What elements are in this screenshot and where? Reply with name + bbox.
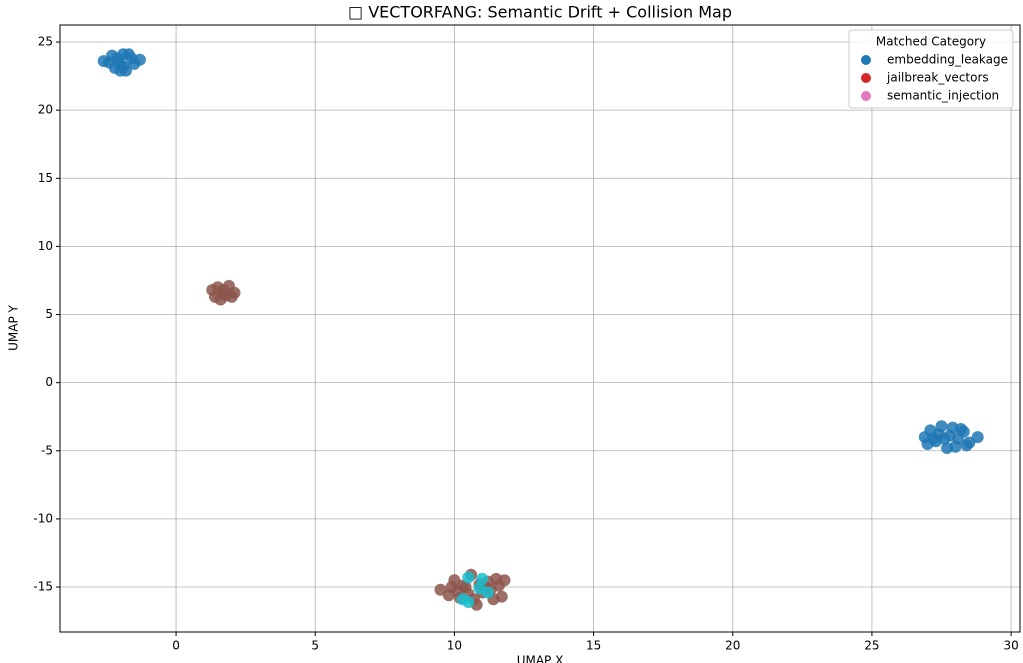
point (462, 596, 475, 609)
legend-title: Matched Category (876, 35, 986, 49)
y-tick-label: 5 (45, 307, 53, 321)
point (103, 56, 116, 69)
legend: Matched Category embedding_leakagejailbr… (848, 29, 1014, 109)
legend-label: semantic_injection (887, 89, 999, 103)
x-axis-label: UMAP X (517, 654, 564, 663)
y-tick-label: 15 (38, 171, 53, 185)
grid (60, 25, 1020, 632)
x-tick-label: 25 (864, 639, 879, 653)
point (927, 432, 940, 445)
point (225, 290, 238, 303)
point (971, 431, 984, 444)
point (954, 422, 967, 435)
legend-marker (861, 55, 871, 65)
legend-marker (861, 73, 871, 83)
x-tick-label: 0 (172, 639, 180, 653)
point (445, 581, 458, 594)
point (217, 284, 230, 297)
x-tick-label: 5 (311, 639, 319, 653)
x-tick-label: 15 (586, 639, 601, 653)
y-tick-label: -5 (41, 443, 53, 457)
y-tick-label: -15 (33, 580, 53, 594)
point (490, 572, 503, 585)
point (476, 572, 489, 585)
point (473, 582, 486, 595)
legend-marker (861, 91, 871, 101)
point (462, 571, 475, 584)
point (949, 440, 962, 453)
y-tick-label: 0 (45, 375, 53, 389)
point (960, 439, 973, 452)
legend-label: jailbreak_vectors (886, 71, 989, 85)
legend-label: embedding_leakage (887, 53, 1008, 67)
x-tick-label: 20 (725, 639, 740, 653)
legend-box (848, 29, 1014, 109)
point (125, 52, 138, 65)
y-axis-label: UMAP Y (7, 304, 21, 350)
points (97, 48, 984, 611)
point (117, 60, 130, 73)
x-tick-label: 30 (1003, 639, 1018, 653)
y-tick-label: 25 (38, 35, 53, 49)
point (495, 590, 508, 603)
y-tick-label: 20 (38, 103, 53, 117)
y-tick-label: 10 (38, 239, 53, 253)
point (943, 429, 956, 442)
y-tick-label: -10 (33, 511, 53, 525)
x-tick-label: 10 (447, 639, 462, 653)
plot-frame (59, 24, 1021, 633)
chart-title: □ VECTORFANG: Semantic Drift + Collision… (348, 3, 732, 22)
